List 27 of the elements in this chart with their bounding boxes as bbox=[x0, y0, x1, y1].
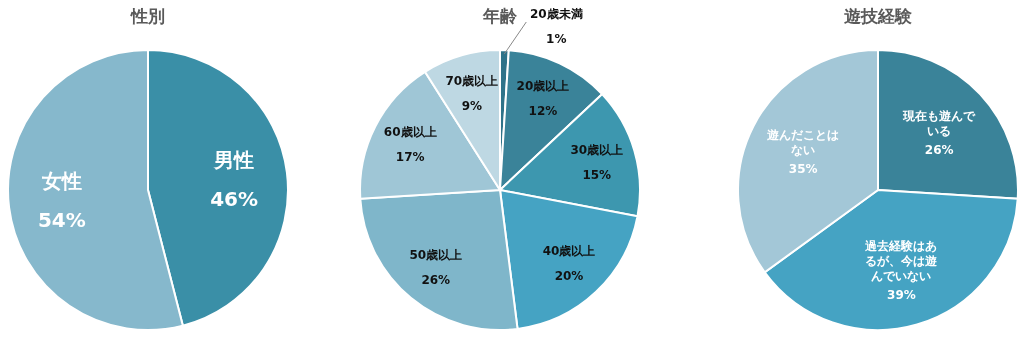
data-label: 46% bbox=[210, 186, 259, 211]
slice-label: 男性 bbox=[213, 147, 255, 172]
data-label: 39% bbox=[887, 288, 916, 303]
chart-title: 性別 bbox=[130, 6, 165, 26]
data-label: 12% bbox=[528, 104, 558, 119]
chart-title: 遊技経験 bbox=[844, 6, 913, 26]
slice-label: 過去経験はあるが、今は遊んでいない bbox=[864, 239, 939, 284]
data-label: 20% bbox=[554, 269, 584, 284]
data-label: 9% bbox=[461, 98, 483, 113]
data-label: 35% bbox=[788, 162, 818, 177]
slice-label: 40歳以上 bbox=[542, 244, 596, 259]
slice-label: 60歳以上 bbox=[383, 124, 437, 139]
chart-title: 年齢 bbox=[482, 6, 518, 26]
slice-label: 50歳以上 bbox=[409, 248, 463, 263]
slice-label: 30歳以上 bbox=[570, 142, 624, 157]
slice-label: 70歳以上 bbox=[445, 73, 499, 88]
data-label: 26% bbox=[924, 142, 954, 157]
data-label: 15% bbox=[582, 167, 612, 182]
data-label: 17% bbox=[395, 149, 425, 164]
slice-label: 20歳未満 bbox=[529, 6, 583, 21]
data-label: 54% bbox=[37, 208, 86, 233]
slice-label: 20歳以上 bbox=[516, 79, 570, 94]
slice-label: 現在も遊んでいる bbox=[902, 108, 977, 138]
data-label: 1% bbox=[546, 31, 567, 46]
data-label: 26% bbox=[421, 273, 451, 288]
slice-label: 遊んだことはない bbox=[767, 128, 840, 158]
slice-label: 女性 bbox=[40, 169, 82, 194]
